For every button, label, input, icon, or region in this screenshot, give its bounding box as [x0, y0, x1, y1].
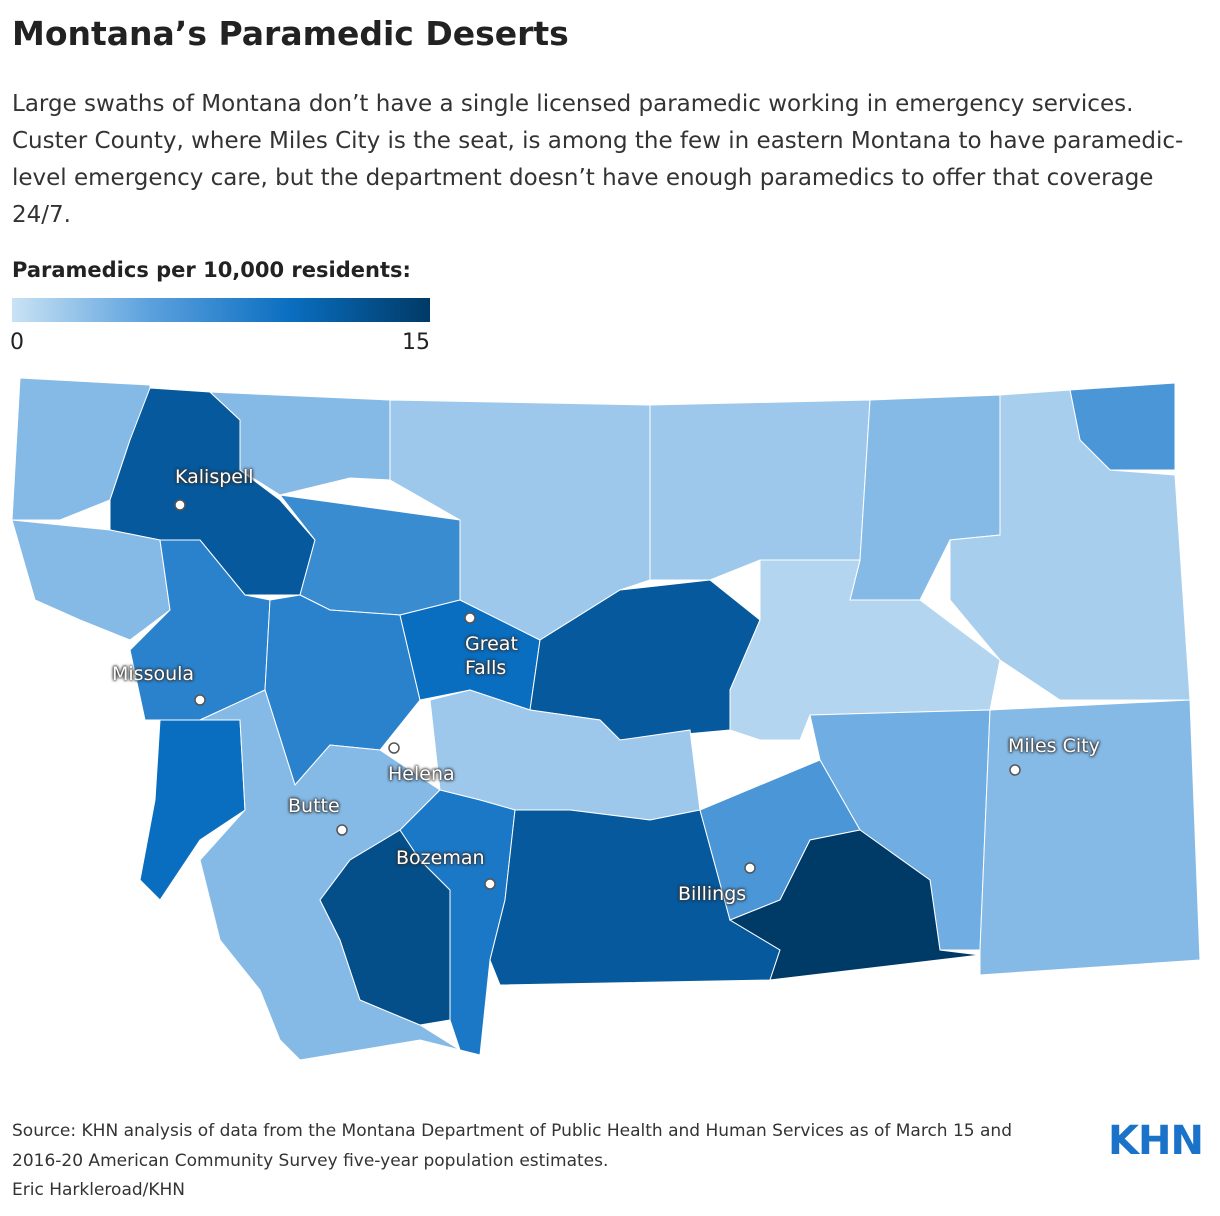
legend-max: 15: [402, 330, 430, 355]
legend-bar: [12, 298, 430, 322]
legend-min: 0: [10, 330, 24, 355]
city-marker: [464, 612, 476, 624]
city-label: Kalispell: [175, 466, 254, 488]
county-region: [11, 519, 171, 641]
county-region: [979, 699, 1201, 976]
credit: Eric Harkleroad/KHN: [12, 1180, 186, 1200]
map: [11, 377, 1201, 1061]
city-label: Miles City: [1008, 735, 1100, 757]
city-marker: [744, 862, 756, 874]
city-marker: [484, 878, 496, 890]
city-label: Billings: [678, 883, 747, 905]
county-region: [949, 389, 1191, 701]
city-marker: [194, 694, 206, 706]
city-label: Helena: [388, 763, 455, 785]
city-marker: [1009, 764, 1021, 776]
county-region: [728, 829, 981, 981]
city-marker: [174, 499, 186, 511]
source: Source: KHN analysis of data from the Mo…: [12, 1121, 1012, 1171]
city-marker: [336, 824, 348, 836]
subtitle: Large swaths of Montana don’t have a sin…: [12, 91, 1184, 228]
city-label: Butte: [288, 795, 340, 817]
city-label: Bozeman: [396, 847, 485, 869]
logo: KHN: [1108, 1118, 1204, 1164]
county-region: [649, 399, 871, 581]
county-region: [399, 789, 516, 1056]
legend-title: Paramedics per 10,000 residents:: [12, 258, 411, 282]
title: Montana’s Paramedic Deserts: [12, 14, 569, 53]
city-label: Missoula: [112, 663, 195, 685]
city-label: Great Falls: [465, 633, 518, 679]
city-marker: [388, 742, 400, 754]
